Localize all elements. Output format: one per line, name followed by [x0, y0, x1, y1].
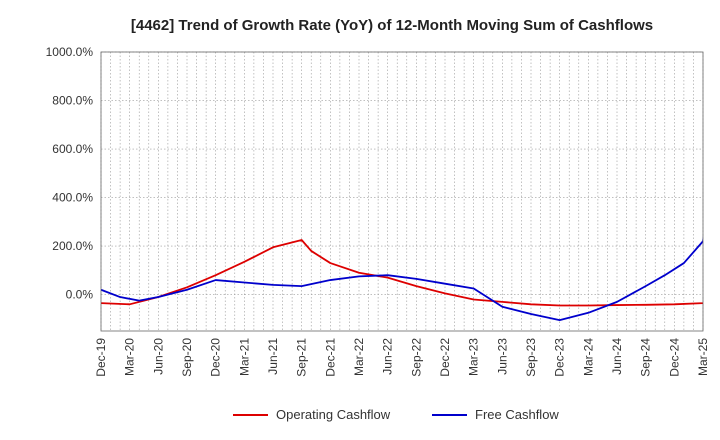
x-tick-label: Mar-21 — [237, 338, 251, 376]
y-tick-label: 600.0% — [52, 142, 93, 156]
x-tick-label: Dec-22 — [438, 338, 452, 377]
x-tick-label: Jun-23 — [495, 338, 509, 375]
x-tick-label: Sep-20 — [180, 338, 194, 377]
plot-frame — [100, 51, 704, 332]
y-tick-label: 200.0% — [52, 239, 93, 253]
x-tick-label: Sep-22 — [409, 338, 423, 377]
legend-label-operating-cashflow: Operating Cashflow — [276, 407, 391, 422]
x-tick-label: Mar-20 — [123, 338, 137, 376]
x-tick-label: Mar-23 — [467, 338, 481, 376]
x-tick-label: Sep-23 — [524, 338, 538, 377]
x-tick-label: Sep-24 — [639, 338, 653, 377]
x-tick-label: Dec-20 — [209, 338, 223, 377]
chart-title: [4462] Trend of Growth Rate (YoY) of 12-… — [131, 17, 653, 34]
y-tick-label: 400.0% — [52, 191, 93, 205]
series-line-free-cashflow — [101, 235, 703, 321]
x-tick-label: Mar-25 — [696, 338, 710, 376]
x-tick-label: Jun-22 — [381, 338, 395, 375]
legend: Operating Cashflow Free Cashflow — [233, 407, 559, 422]
x-tick-label: Sep-21 — [295, 338, 309, 377]
legend-label-free-cashflow: Free Cashflow — [475, 407, 559, 422]
x-tick-label: Dec-21 — [323, 338, 337, 377]
x-tick-label: Jun-20 — [151, 338, 165, 375]
plot-area: 0.0% 200.0% 400.0% 600.0% 800.0% 1000.0% Dec-1… — [46, 45, 710, 377]
x-tick-label: Jun-21 — [266, 338, 280, 375]
y-tick-label: 800.0% — [52, 94, 93, 108]
series-line-operating-cashflow — [101, 239, 703, 307]
x-tick-label: Mar-22 — [352, 338, 366, 376]
x-tick-label: Dec-24 — [667, 338, 681, 377]
y-tick-label: 0.0% — [66, 288, 94, 302]
x-tick-label: Jun-24 — [610, 338, 624, 375]
x-tick-label: Dec-23 — [553, 338, 567, 377]
x-tick-label: Dec-19 — [94, 338, 108, 377]
x-tick-label: Mar-24 — [581, 338, 595, 376]
y-tick-label: 1000.0% — [46, 45, 94, 59]
